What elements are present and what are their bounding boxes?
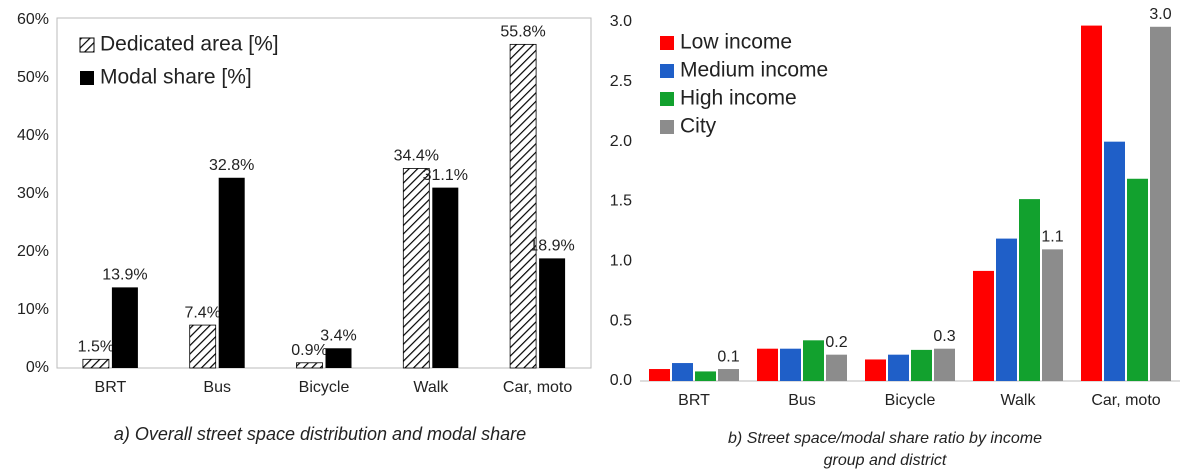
data-label: 7.4% — [184, 304, 220, 321]
data-label: 1.5% — [78, 339, 114, 356]
y-tick-label: 1.5 — [610, 193, 632, 210]
x-tick-label: Walk — [413, 379, 449, 396]
legend-label: High income — [680, 87, 797, 110]
y-tick-label: 60% — [17, 11, 49, 28]
legend-swatch — [660, 64, 674, 78]
x-tick-label: Car, moto — [503, 379, 572, 396]
y-tick-label: 0.5 — [610, 312, 632, 329]
data-label: 31.1% — [423, 167, 468, 184]
x-tick-label: Car, moto — [1091, 392, 1160, 409]
legend-swatch — [660, 120, 674, 134]
bar — [325, 348, 352, 368]
bar — [695, 371, 716, 381]
data-label: 34.4% — [394, 148, 439, 165]
y-tick-label: 20% — [17, 243, 49, 260]
caption: a) Overall street space distribution and… — [113, 424, 527, 444]
data-label: 3.4% — [320, 327, 356, 344]
bar — [218, 177, 245, 368]
bar — [672, 363, 693, 381]
bar — [1019, 199, 1040, 381]
data-label: 18.9% — [529, 238, 574, 255]
legend-label: City — [680, 115, 717, 138]
bar — [934, 348, 955, 381]
bar — [111, 287, 138, 368]
bar — [432, 187, 459, 368]
bar — [296, 362, 323, 369]
bar — [1042, 249, 1063, 381]
legend-swatch — [660, 36, 674, 50]
bar — [402, 168, 430, 369]
plot-frame — [56, 17, 592, 369]
x-tick-label: Bicycle — [885, 392, 936, 409]
y-tick-label: 2.5 — [610, 73, 632, 90]
bar — [865, 359, 886, 381]
y-tick-label: 40% — [17, 127, 49, 144]
x-tick-label: Bicycle — [299, 379, 350, 396]
bar — [1104, 141, 1125, 381]
legend-swatch — [660, 92, 674, 106]
data-label: 0.3 — [933, 328, 955, 345]
bar — [1081, 25, 1102, 382]
data-label: 3.0 — [1149, 6, 1171, 23]
caption: b) Street space/modal share ratio by inc… — [728, 430, 1042, 469]
x-tick-label: Walk — [1001, 392, 1037, 409]
bar — [888, 354, 909, 381]
bar — [82, 358, 110, 369]
y-tick-label: 3.0 — [610, 13, 632, 30]
bar — [780, 348, 801, 381]
y-tick-label: 30% — [17, 185, 49, 202]
legend-label: Low income — [680, 31, 792, 54]
bar — [1150, 26, 1171, 381]
legend-swatch — [80, 71, 94, 85]
bar — [826, 354, 847, 381]
y-tick-label: 0% — [26, 359, 49, 376]
x-tick-label: Bus — [788, 392, 816, 409]
data-label: 55.8% — [500, 24, 545, 41]
data-label: 0.2 — [825, 334, 847, 351]
y-tick-label: 2.0 — [610, 133, 632, 150]
bar — [973, 270, 994, 381]
data-label: 0.1 — [717, 348, 739, 365]
y-tick-label: 0.0 — [610, 372, 632, 389]
bar — [757, 348, 778, 381]
x-tick-label: Bus — [203, 379, 231, 396]
bar — [718, 369, 739, 381]
legend-label: Modal share [%] — [100, 66, 252, 89]
data-label: 1.1 — [1041, 229, 1063, 246]
bar — [1127, 178, 1148, 381]
bar — [911, 349, 932, 381]
legend-label: Medium income — [680, 59, 828, 82]
bar — [996, 238, 1017, 381]
data-label: 32.8% — [209, 157, 254, 174]
y-tick-label: 50% — [17, 69, 49, 86]
bar — [509, 43, 537, 369]
bar — [803, 340, 824, 381]
bar — [539, 258, 566, 368]
x-tick-label: BRT — [678, 392, 710, 409]
bar — [649, 369, 670, 381]
data-label: 13.9% — [102, 267, 147, 284]
y-tick-label: 1.0 — [610, 253, 632, 270]
x-tick-label: BRT — [95, 379, 127, 396]
bar — [189, 324, 217, 369]
data-label: 0.9% — [291, 342, 327, 359]
y-tick-label: 10% — [17, 301, 49, 318]
legend-label: Dedicated area [%] — [100, 33, 279, 56]
legend-swatch — [79, 37, 95, 53]
